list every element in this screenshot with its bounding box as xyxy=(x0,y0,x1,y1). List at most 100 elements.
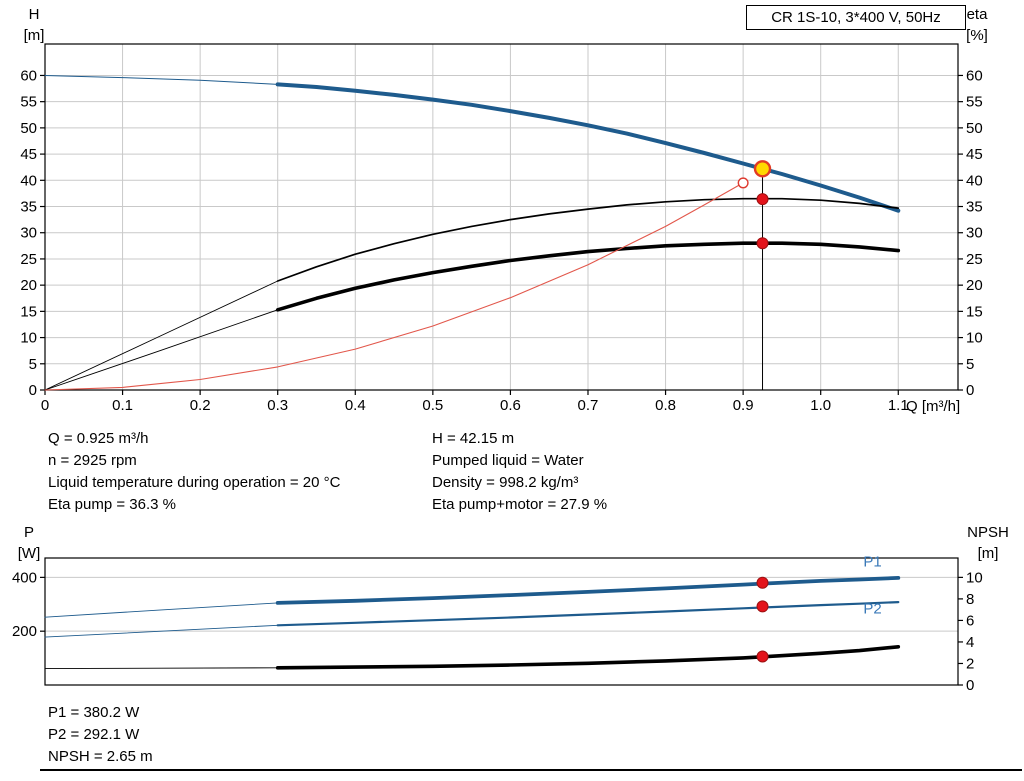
footer-rule xyxy=(40,769,1022,771)
h-axis-title: H [m] xyxy=(16,4,52,46)
power-npsh-chart: 200 400 0 2 4 6 8 10 P1 P2 xyxy=(12,554,983,694)
x-tick-label: 0.5 xyxy=(422,397,443,414)
right-tick-label: 35 xyxy=(966,199,983,216)
right-tick-label: 20 xyxy=(966,277,983,294)
y-tick-label: 35 xyxy=(20,199,37,216)
x-tick-label: 0.1 xyxy=(112,397,133,414)
x-tick-label: 1.0 xyxy=(810,397,831,414)
npsh-axis-title-symbol: NPSH xyxy=(967,524,1009,541)
right-tick-label: 0 xyxy=(966,382,974,399)
series-npsh-curve-lead xyxy=(44,667,279,670)
x-tick-label: 0.4 xyxy=(345,397,366,414)
series-h-curve xyxy=(275,82,901,213)
eta-pump-dot xyxy=(756,193,769,206)
right-tick-label: 2 xyxy=(966,655,974,672)
x-tick-label: 0.3 xyxy=(267,397,288,414)
x-tick-label: 0.2 xyxy=(190,397,211,414)
info-line-head: H = 42.15 m xyxy=(432,430,515,447)
duty-point-marker[interactable] xyxy=(753,160,772,178)
requested-duty-marker xyxy=(737,177,749,189)
y-tick-label: 0 xyxy=(29,382,37,399)
info-line-liquid-temp: Liquid temperature during operation = 20… xyxy=(48,474,341,491)
curve-label-P1: P1 xyxy=(863,554,881,571)
series-eta-pump-motor-curve xyxy=(275,241,901,312)
right-tick-label: 55 xyxy=(966,94,983,111)
series-h-curve-lead xyxy=(44,75,279,85)
series-p2-curve-lead xyxy=(44,624,279,638)
info-line-npsh: NPSH = 2.65 m xyxy=(48,748,153,765)
right-tick-label: 10 xyxy=(966,569,983,586)
series-eta-pump-curve xyxy=(276,197,900,282)
eta-axis-title-symbol: eta xyxy=(966,6,988,23)
info-line-pumped-liquid: Pumped liquid = Water xyxy=(432,452,584,469)
eta-axis-title: eta [%] xyxy=(956,4,998,46)
series-p1-curve-lead xyxy=(44,602,279,618)
series-npsh-curve xyxy=(275,644,901,670)
right-tick-label: 60 xyxy=(966,67,983,84)
series-eta-pump-motor-curve-lead xyxy=(44,309,279,391)
eta-axis-title-unit: [%] xyxy=(966,27,988,44)
p-axis-title: P [W] xyxy=(10,522,48,564)
curve-label-P2: P2 xyxy=(863,600,881,617)
duty-info-right: H = 42.15 m Pumped liquid = Water Densit… xyxy=(432,428,607,516)
right-tick-label: 0 xyxy=(966,677,974,694)
h-axis-title-symbol: H xyxy=(28,6,40,23)
duty-info-left: Q = 0.925 m³/h n = 2925 rpm Liquid tempe… xyxy=(48,428,340,516)
pump-title-box: CR 1S-10, 3*400 V, 50Hz xyxy=(746,5,966,30)
right-tick-label: 10 xyxy=(966,330,983,347)
y-tick-label: 400 xyxy=(12,569,37,586)
y-tick-label: 40 xyxy=(20,172,37,189)
info-line-p2: P2 = 292.1 W xyxy=(48,726,140,743)
series-eta-pump-curve-lead xyxy=(44,280,279,391)
x-tick-label: 0.6 xyxy=(500,397,521,414)
p-axis-title-unit: [W] xyxy=(17,545,41,562)
info-line-q: Q = 0.925 m³/h xyxy=(48,430,149,447)
right-tick-label: 5 xyxy=(966,356,974,373)
right-tick-label: 45 xyxy=(966,146,983,163)
plot-frame xyxy=(44,43,959,391)
right-tick-label: 50 xyxy=(966,120,983,137)
y-tick-label: 50 xyxy=(20,120,37,137)
head-capacity-chart: 0 5 10 15 20 25 30 35 40 45 50 55 60 0 5 10 15 20 25 30 35 40… xyxy=(20,43,983,414)
y-tick-label: 200 xyxy=(12,623,37,640)
y-tick-label: 25 xyxy=(20,251,37,268)
y-tick-label: 15 xyxy=(20,303,37,320)
x-tick-label: 0.9 xyxy=(733,397,754,414)
y-tick-label: 5 xyxy=(29,356,37,373)
x-tick-label: 0 xyxy=(41,397,49,414)
y-tick-label: 10 xyxy=(20,330,37,347)
q-axis-label: Q [m³/h] xyxy=(906,398,961,415)
h-axis-title-unit: [m] xyxy=(23,27,45,44)
y-tick-label: 30 xyxy=(20,225,37,242)
y-tick-label: 20 xyxy=(20,277,37,294)
npsh-axis-title-unit: [m] xyxy=(977,545,999,562)
npsh-dot xyxy=(756,650,769,663)
right-tick-label: 8 xyxy=(966,591,974,608)
x-tick-label: 1.1 xyxy=(888,397,909,414)
p2-dot xyxy=(756,600,769,613)
right-tick-label: 4 xyxy=(966,634,974,651)
series-p1-curve xyxy=(275,576,901,605)
info-line-p1: P1 = 380.2 W xyxy=(48,704,140,721)
y-tick-label: 60 xyxy=(20,67,37,84)
right-tick-label: 30 xyxy=(966,225,983,242)
y-tick-label: 55 xyxy=(20,94,37,111)
eta-pump-motor-dot xyxy=(756,237,769,250)
right-tick-label: 6 xyxy=(966,612,974,629)
x-tick-label: 0.7 xyxy=(578,397,599,414)
info-line-eta-pump: Eta pump = 36.3 % xyxy=(48,496,176,513)
right-tick-label: 40 xyxy=(966,172,983,189)
p1-dot xyxy=(756,576,769,589)
p-axis-title-symbol: P xyxy=(23,524,34,541)
plot-frame xyxy=(44,557,959,686)
info-line-speed: n = 2925 rpm xyxy=(48,452,137,469)
power-info: P1 = 380.2 W P2 = 292.1 W NPSH = 2.65 m xyxy=(48,702,153,768)
x-tick-label: 0.8 xyxy=(655,397,676,414)
info-line-density: Density = 998.2 kg/m³ xyxy=(432,474,579,491)
info-line-eta-pump-motor: Eta pump+motor = 27.9 % xyxy=(432,496,608,513)
right-tick-label: 15 xyxy=(966,303,983,320)
y-tick-label: 45 xyxy=(20,146,37,163)
series-p2-curve xyxy=(276,600,900,627)
